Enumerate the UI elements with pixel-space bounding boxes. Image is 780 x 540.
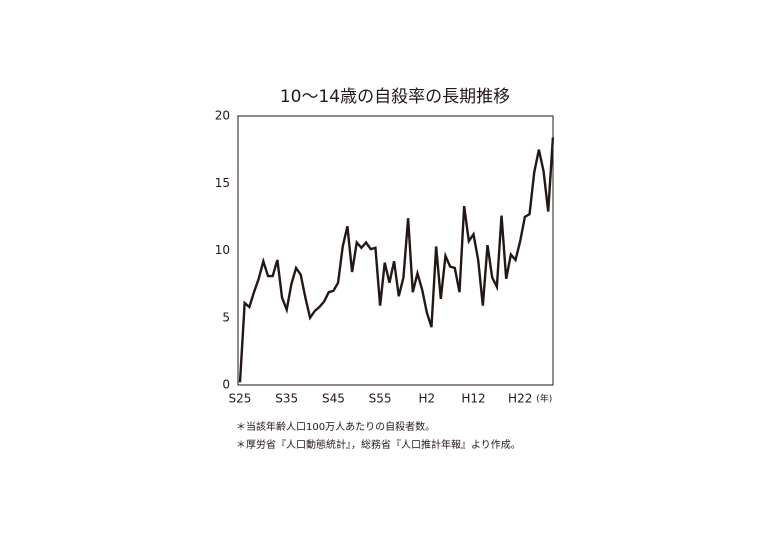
y-tick-label: 10 bbox=[215, 243, 230, 257]
x-tick-label: S45 bbox=[322, 392, 345, 406]
x-tick-label: S55 bbox=[369, 392, 392, 406]
y-tick-label: 20 bbox=[215, 109, 230, 123]
x-tick-label: H2 bbox=[418, 392, 435, 406]
chart-title: 10〜14歳の自殺率の長期推移 bbox=[280, 87, 510, 107]
x-unit: (年) bbox=[536, 393, 552, 405]
x-tick-label: S25 bbox=[229, 392, 252, 406]
y-tick-label: 0 bbox=[222, 378, 230, 392]
x-tick-label: H12 bbox=[461, 392, 485, 406]
x-tick-label: H22 bbox=[508, 392, 532, 406]
note: ＊当該年齢人口100万人あたりの自殺者数。 bbox=[236, 420, 435, 433]
note: ＊厚労省『人口動態統計』，総務省『人口推計年報』より作成。 bbox=[236, 438, 521, 451]
line bbox=[238, 137, 555, 383]
y-tick-label: 15 bbox=[215, 176, 230, 190]
x-tick-label: S35 bbox=[275, 392, 298, 406]
y-tick-label: 5 bbox=[222, 310, 230, 324]
plot-frame bbox=[237, 115, 554, 386]
